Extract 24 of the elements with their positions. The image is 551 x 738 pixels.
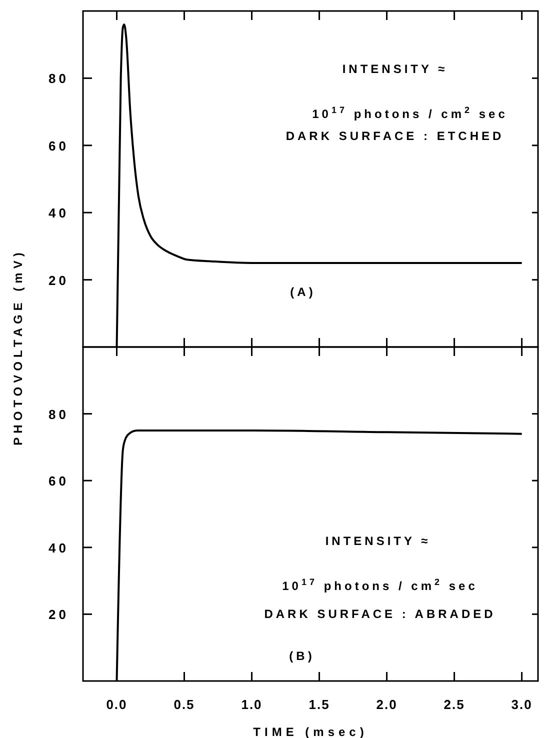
y-axis-title: PHOTOVOLTAGE (mV) (11, 248, 25, 446)
annotation: 10$^{17}$ photons / cm$^{2}$ sec (312, 105, 508, 121)
y-tick-label: 20 (48, 607, 69, 622)
x-tick-label: 2.5 (444, 697, 465, 712)
y-tick-label: 40 (48, 540, 69, 556)
y-tick-label: 20 (48, 272, 69, 288)
annotation: DARK SURFACE : ABRADED (264, 607, 496, 621)
annotation: (A) (290, 285, 316, 299)
y-tick-label: 80 (48, 406, 69, 422)
x-tick-label: 1.0 (241, 697, 262, 712)
x-tick-label: 0.0 (106, 697, 128, 712)
annotation: DARK SURFACE : ETCHED (286, 129, 504, 143)
annotation: 10$^{17}$ photons / cm$^{2}$ sec (282, 577, 478, 593)
annotation: INTENSITY ≈ (325, 534, 431, 548)
x-tick-label: 0.5 (174, 697, 195, 712)
annotation: INTENSITY ≈ (342, 62, 448, 76)
annotation: (B) (289, 649, 315, 663)
x-tick-label: 1.5 (308, 697, 330, 712)
y-tick-label: 80 (48, 71, 69, 86)
x-tick-label: 3.0 (511, 697, 532, 712)
y-tick-label: 40 (48, 206, 69, 221)
y-tick-label: 60 (48, 474, 69, 489)
y-tick-label: 60 (48, 138, 69, 154)
x-tick-label: 2.0 (376, 697, 398, 712)
